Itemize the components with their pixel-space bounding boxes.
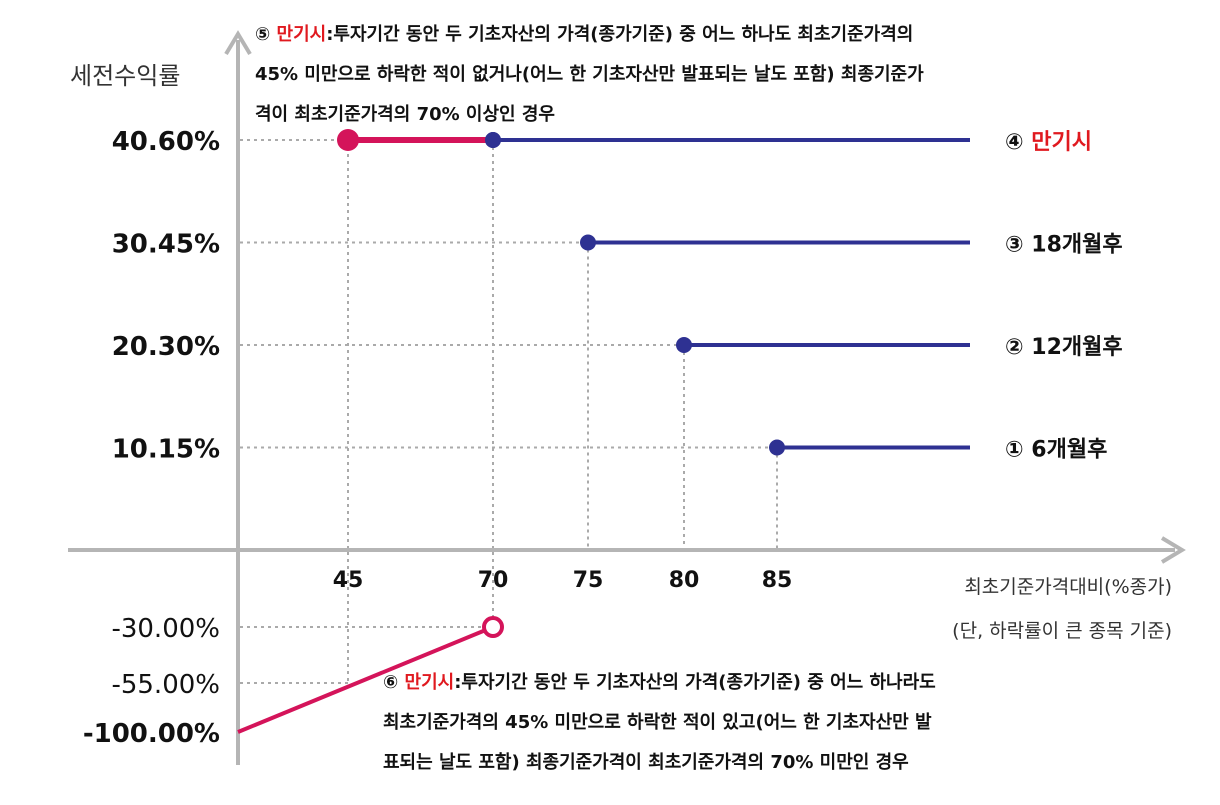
x-axis-title: 최초기준가격대비(%종가) [964, 576, 1172, 598]
x-tick-label: 45 [333, 568, 364, 593]
note-6: ⑥ 만기시:투자기간 동안 두 기초자산의 가격(종가기준) 중 어느 하나라도… [383, 672, 936, 773]
note-5-prefix: ⑤ [255, 24, 277, 45]
svg-text:⑤ 만기시:투자기간 동안 두 기초자산의 가격(종가기준): ⑤ 만기시:투자기간 동안 두 기초자산의 가격(종가기준) 중 어느 하나도 … [255, 24, 913, 45]
note-5-line-1: :투자기간 동안 두 기초자산의 가격(종가기준) 중 어느 하나도 최초기준가… [326, 24, 913, 45]
y-tick-label: 20.30% [112, 332, 220, 362]
svg-text:⑥ 만기시:투자기간 동안 두 기초자산의 가격(종가기준): ⑥ 만기시:투자기간 동안 두 기초자산의 가격(종가기준) 중 어느 하나라도 [383, 672, 936, 693]
y-tick-label: 40.60% [112, 127, 220, 157]
x-tick-label: 85 [762, 568, 793, 593]
x-tick-label: 75 [573, 568, 604, 593]
series-point [485, 132, 501, 148]
series-label: ④ 만기시 [1005, 130, 1092, 155]
series-labels: ① 6개월후 ② 12개월후 ③ 18개월후 ④ 만기시 [1005, 130, 1123, 463]
note-5: ⑤ 만기시:투자기간 동안 두 기초자산의 가격(종가기준) 중 어느 하나도 … [255, 24, 924, 125]
y-tick-label: -55.00% [111, 670, 220, 700]
series-point [769, 439, 785, 456]
series-label: ② 12개월후 [1005, 335, 1123, 360]
x-tick-label: 70 [478, 568, 509, 593]
y-tick-label: -30.00% [111, 614, 220, 644]
note-6-line-1: :투자기간 동안 두 기초자산의 가격(종가기준) 중 어느 하나라도 [454, 672, 936, 693]
y-tick-label: -100.00% [83, 719, 220, 749]
series-label: ③ 18개월후 [1005, 233, 1123, 258]
series-label-prefix: ④ [1005, 130, 1031, 155]
grid-lines [240, 139, 778, 684]
maturity-gain-point [337, 129, 359, 151]
series-label: ① 6개월후 [1005, 438, 1107, 463]
y-axis-title: 세전수익률 [70, 62, 180, 90]
maturity-loss-open-point [482, 616, 504, 638]
series-label-red: 만기시 [1031, 130, 1092, 155]
y-tick-label: 10.15% [112, 435, 220, 465]
note-6-line-2: 최초기준가격의 45% 미만으로 하락한 적이 있고(어느 한 기초자산만 발 [383, 712, 932, 733]
y-axis-arrow [224, 30, 252, 56]
y-tick-labels: 40.60% 30.45% 20.30% 10.15% -30.00% -55.00% -1… [83, 127, 220, 749]
series-point [676, 337, 692, 353]
note-6-line-3: 표되는 날도 포함) 최종기준가격이 최초기준가격의 70% 미만인 경우 [383, 751, 909, 773]
note-6-red: 만기시 [405, 672, 455, 693]
note-5-line-3: 격이 최초기준가격의 70% 이상인 경우 [255, 104, 555, 125]
x-axis-note: (단, 하락률이 큰 종목 기준) [952, 620, 1172, 642]
maturity-loss-line [237, 625, 494, 734]
y-tick-label: 30.45% [112, 230, 220, 260]
x-tick-labels: 45 70 75 80 85 [333, 568, 793, 593]
note-6-prefix: ⑥ [383, 672, 405, 693]
series-point [580, 234, 596, 251]
note-5-line-2: 45% 미만으로 하락한 적이 없거나(어느 한 기초자산만 발표되는 날도 포… [255, 63, 924, 85]
series-marks [237, 129, 970, 734]
note-5-red: 만기시 [277, 24, 327, 45]
x-axis-arrow [1160, 536, 1186, 564]
x-tick-label: 80 [669, 568, 700, 593]
